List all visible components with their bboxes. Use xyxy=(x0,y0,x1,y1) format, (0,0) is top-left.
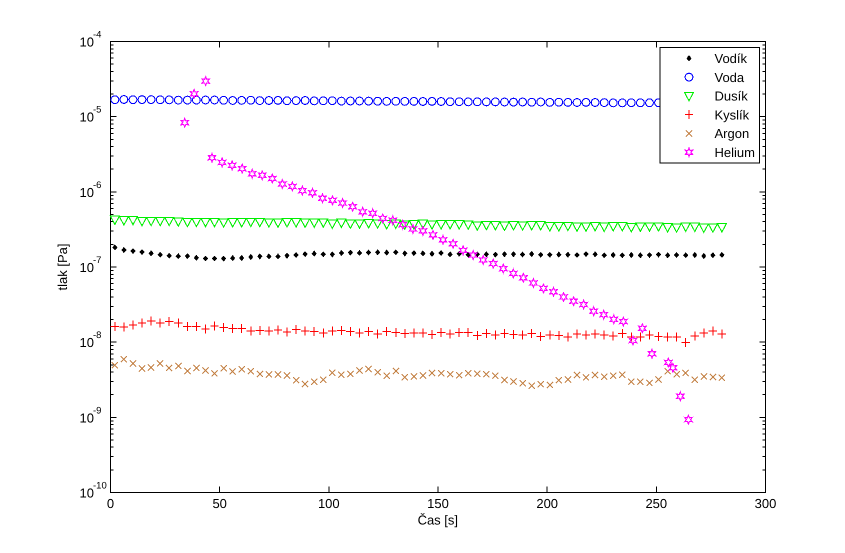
svg-text:300: 300 xyxy=(755,496,777,511)
svg-text:-8: -8 xyxy=(93,330,101,341)
svg-text:Kyslík: Kyslík xyxy=(715,107,750,122)
svg-text:50: 50 xyxy=(212,496,226,511)
svg-text:-6: -6 xyxy=(93,180,101,191)
svg-text:10: 10 xyxy=(80,486,94,501)
svg-text:0: 0 xyxy=(107,496,114,511)
svg-text:-4: -4 xyxy=(93,30,101,41)
svg-text:Dusík: Dusík xyxy=(715,89,749,104)
svg-text:-7: -7 xyxy=(93,255,101,266)
svg-text:Čas [s]: Čas [s] xyxy=(418,513,458,528)
svg-text:Voda: Voda xyxy=(715,70,745,85)
svg-text:tlak [Pa]: tlak [Pa] xyxy=(55,244,70,291)
svg-text:200: 200 xyxy=(536,496,558,511)
svg-text:Helium: Helium xyxy=(715,145,755,160)
svg-text:10: 10 xyxy=(80,110,94,125)
svg-text:10: 10 xyxy=(80,35,94,50)
svg-text:10: 10 xyxy=(80,410,94,425)
svg-text:250: 250 xyxy=(645,496,667,511)
svg-text:-10: -10 xyxy=(93,481,107,492)
svg-text:Argon: Argon xyxy=(715,126,750,141)
svg-text:-9: -9 xyxy=(93,405,101,416)
svg-text:10: 10 xyxy=(80,185,94,200)
svg-text:150: 150 xyxy=(427,496,449,511)
svg-text:10: 10 xyxy=(80,260,94,275)
svg-text:Vodík: Vodík xyxy=(715,51,748,66)
svg-text:100: 100 xyxy=(318,496,340,511)
svg-text:10: 10 xyxy=(80,335,94,350)
svg-text:-5: -5 xyxy=(93,105,101,116)
